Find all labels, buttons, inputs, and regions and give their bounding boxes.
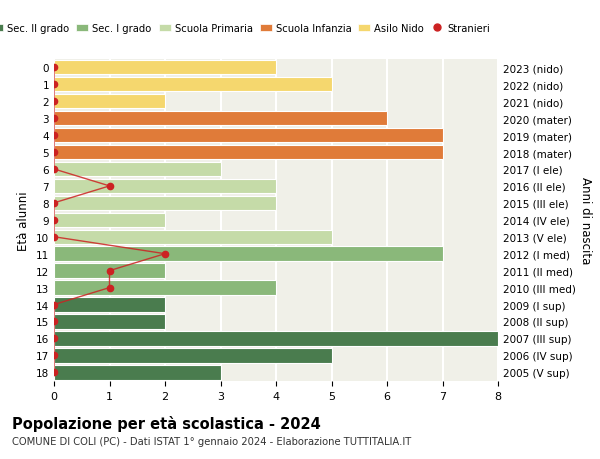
Y-axis label: Anni di nascita: Anni di nascita [580,177,592,264]
Bar [54,179,276,194]
Bar [54,78,331,92]
Legend: Sec. II grado, Sec. I grado, Scuola Primaria, Scuola Infanzia, Asilo Nido, Stran: Sec. II grado, Sec. I grado, Scuola Prim… [0,20,494,38]
Bar [54,196,276,211]
Bar [54,129,443,143]
Bar [54,213,165,228]
Text: COMUNE DI COLI (PC) - Dati ISTAT 1° gennaio 2024 - Elaborazione TUTTITALIA.IT: COMUNE DI COLI (PC) - Dati ISTAT 1° genn… [12,436,411,446]
Bar [54,162,221,177]
Bar [54,112,387,126]
Bar [54,61,276,75]
Bar [54,365,221,380]
Bar [54,247,443,261]
Bar [54,95,165,109]
Bar [54,348,331,363]
Bar [54,230,331,244]
Bar [54,146,443,160]
Bar [54,314,165,329]
Bar [54,264,165,278]
Bar [54,281,276,295]
Text: Popolazione per età scolastica - 2024: Popolazione per età scolastica - 2024 [12,415,321,431]
Y-axis label: Età alunni: Età alunni [17,190,31,250]
Bar [54,331,498,346]
Bar [54,298,165,312]
